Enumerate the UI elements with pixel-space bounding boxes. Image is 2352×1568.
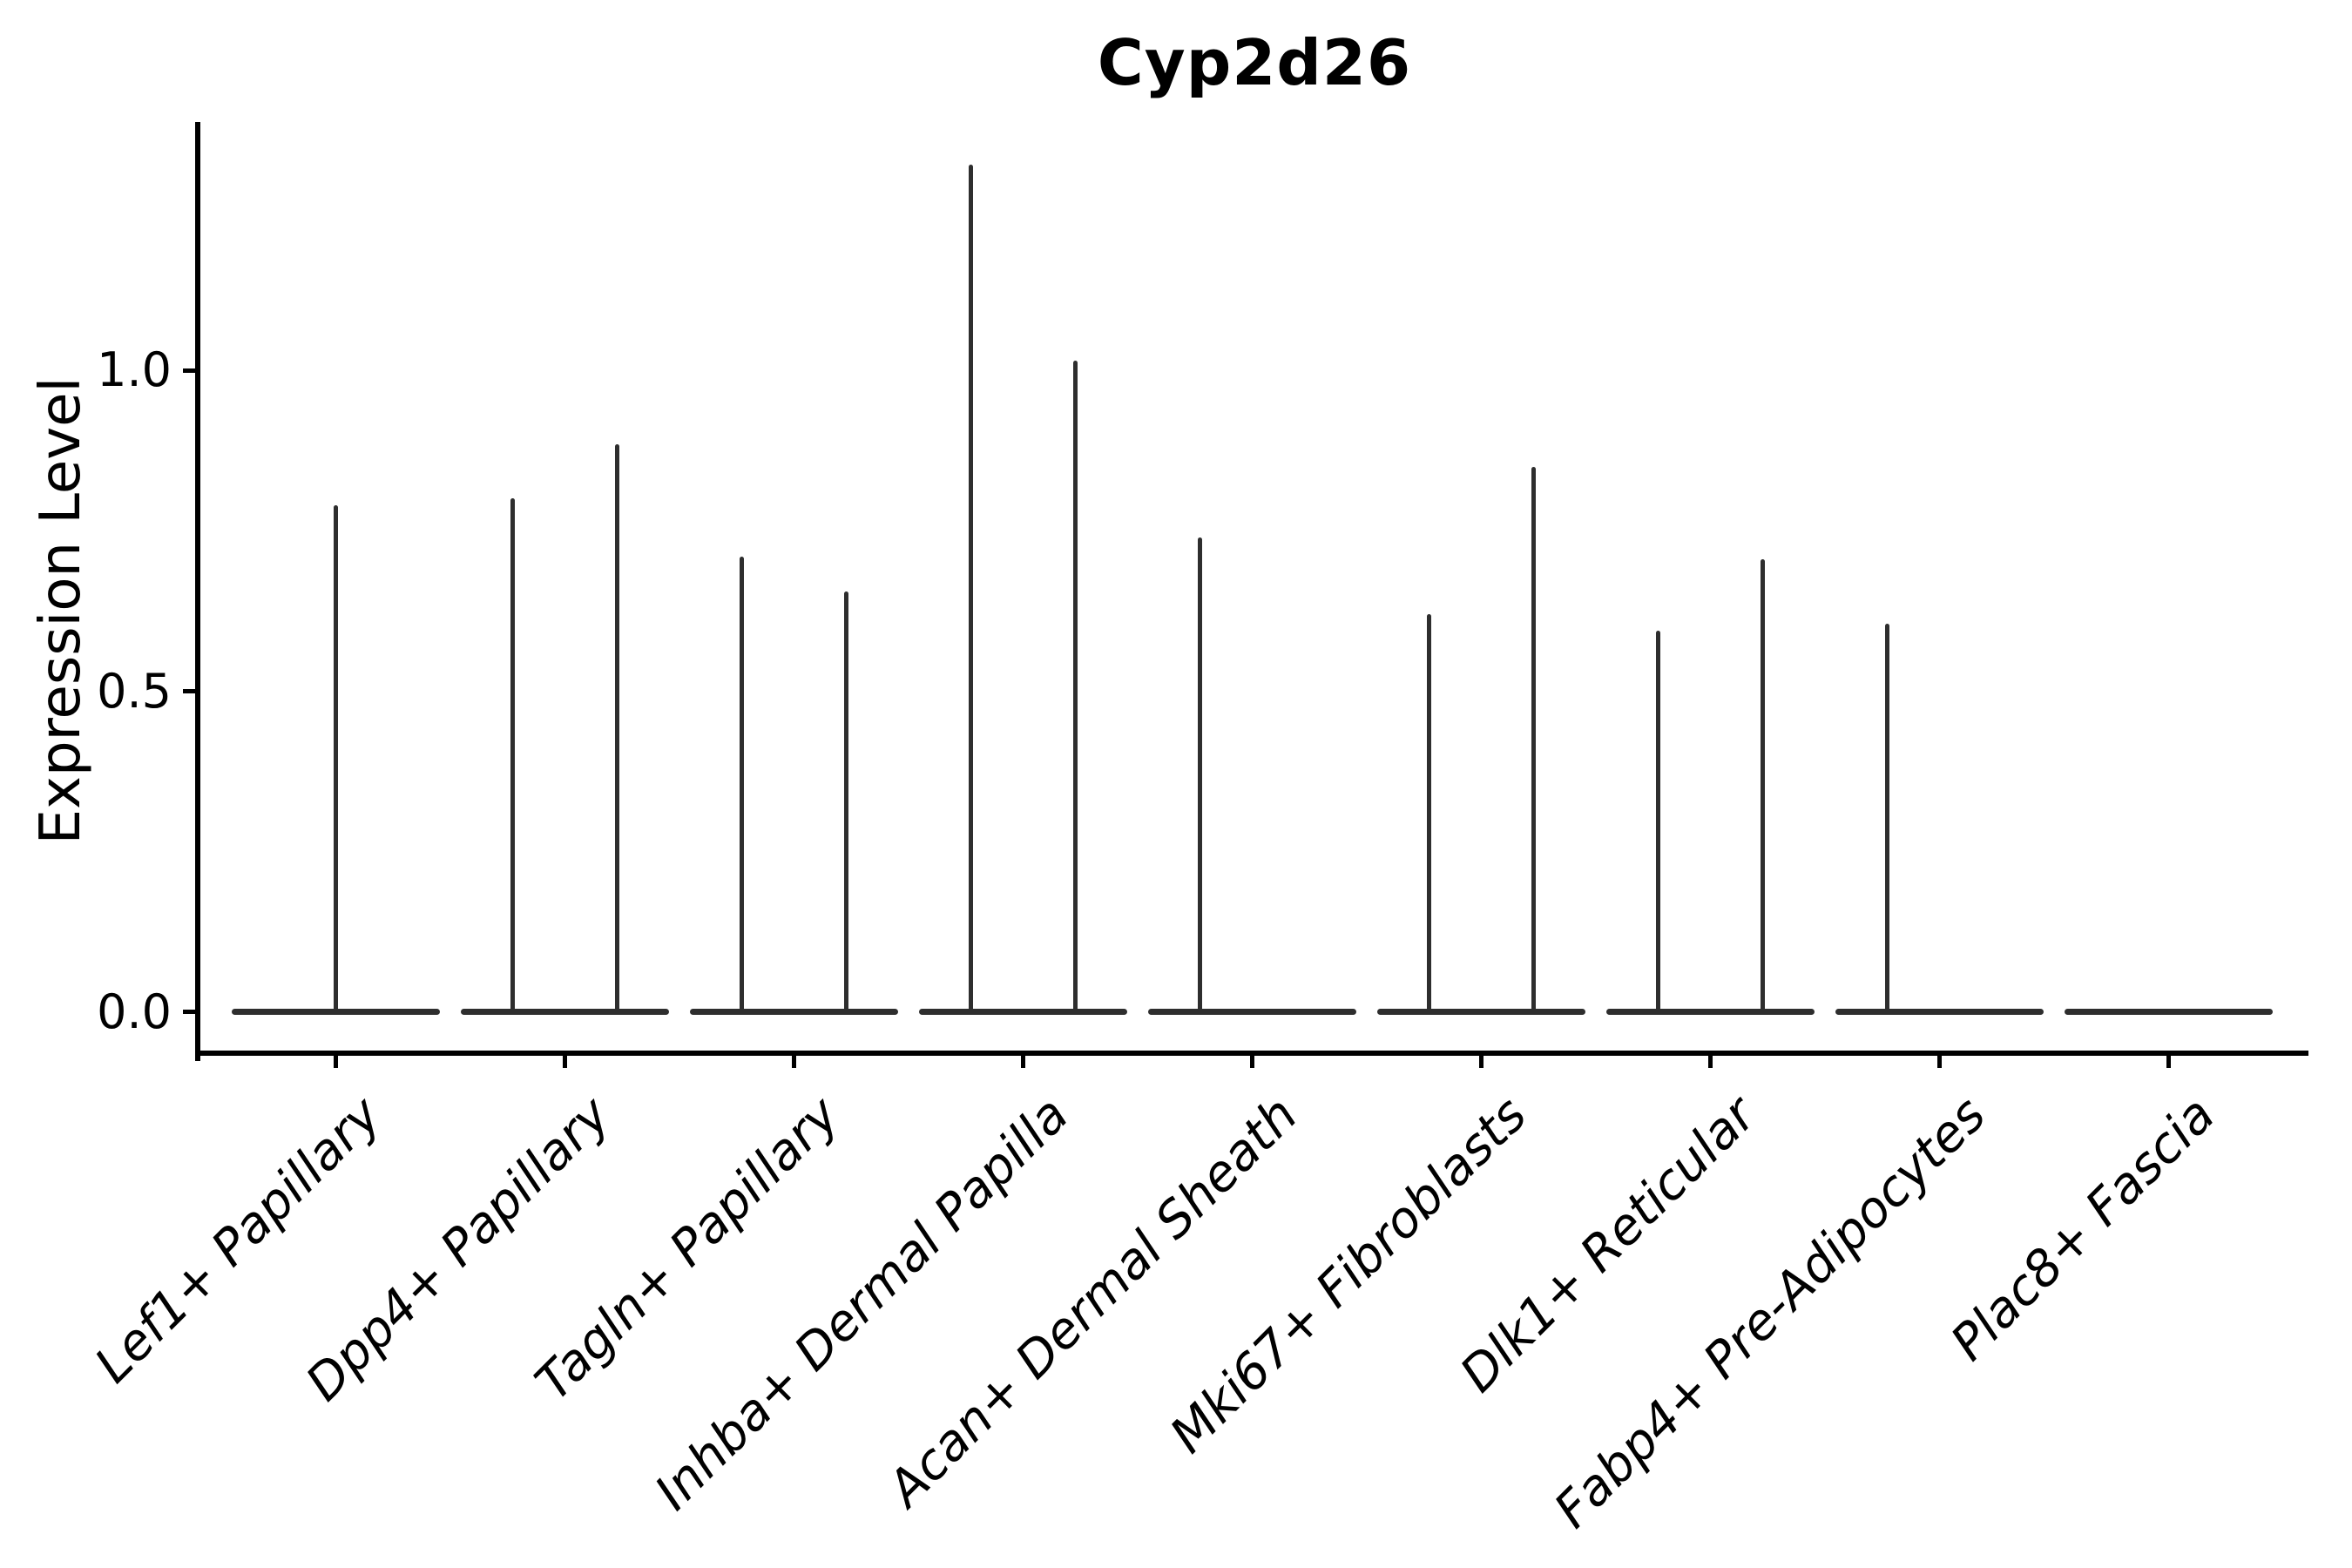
violin-body	[1147, 1009, 1357, 1016]
violin-spike	[1426, 614, 1431, 1015]
x-tick	[1478, 1056, 1484, 1068]
y-tick	[183, 368, 195, 373]
violin-spike	[843, 591, 848, 1015]
y-axis-spine	[195, 122, 200, 1061]
x-tick	[1707, 1056, 1713, 1068]
violin-spike	[510, 498, 515, 1015]
violin-body	[689, 1009, 898, 1016]
x-tick	[1937, 1056, 1942, 1068]
violin-body	[1376, 1009, 1586, 1016]
violin-spike	[1885, 624, 1890, 1015]
violin-spike	[739, 556, 744, 1015]
violin-body	[1605, 1009, 1815, 1016]
violin-spike	[614, 443, 619, 1015]
x-tick	[2166, 1056, 2172, 1068]
x-tick	[333, 1056, 338, 1068]
violin-body	[918, 1009, 1127, 1016]
violin-spike	[1531, 466, 1536, 1015]
x-tick	[791, 1056, 796, 1068]
violin-spike	[1197, 537, 1202, 1015]
y-tick-label: 1.0	[97, 342, 172, 398]
violin-spike	[1760, 559, 1765, 1015]
violin-spike	[333, 504, 338, 1015]
x-tick	[1020, 1056, 1025, 1068]
y-tick-label: 0.5	[97, 663, 172, 719]
violin-body	[1835, 1009, 2044, 1016]
violin-spike	[1072, 361, 1078, 1015]
y-tick-label: 0.0	[97, 983, 172, 1039]
y-tick	[183, 689, 195, 693]
x-tick	[1249, 1056, 1254, 1068]
y-tick	[183, 1010, 195, 1015]
x-tick	[562, 1056, 567, 1068]
violin-spike	[1655, 630, 1660, 1015]
violin-spike	[968, 165, 973, 1015]
chart-title: Cyp2d26	[1097, 26, 1412, 99]
x-axis-spine	[195, 1051, 2308, 1056]
violin-body	[2064, 1009, 2274, 1016]
violin-body	[460, 1009, 669, 1016]
